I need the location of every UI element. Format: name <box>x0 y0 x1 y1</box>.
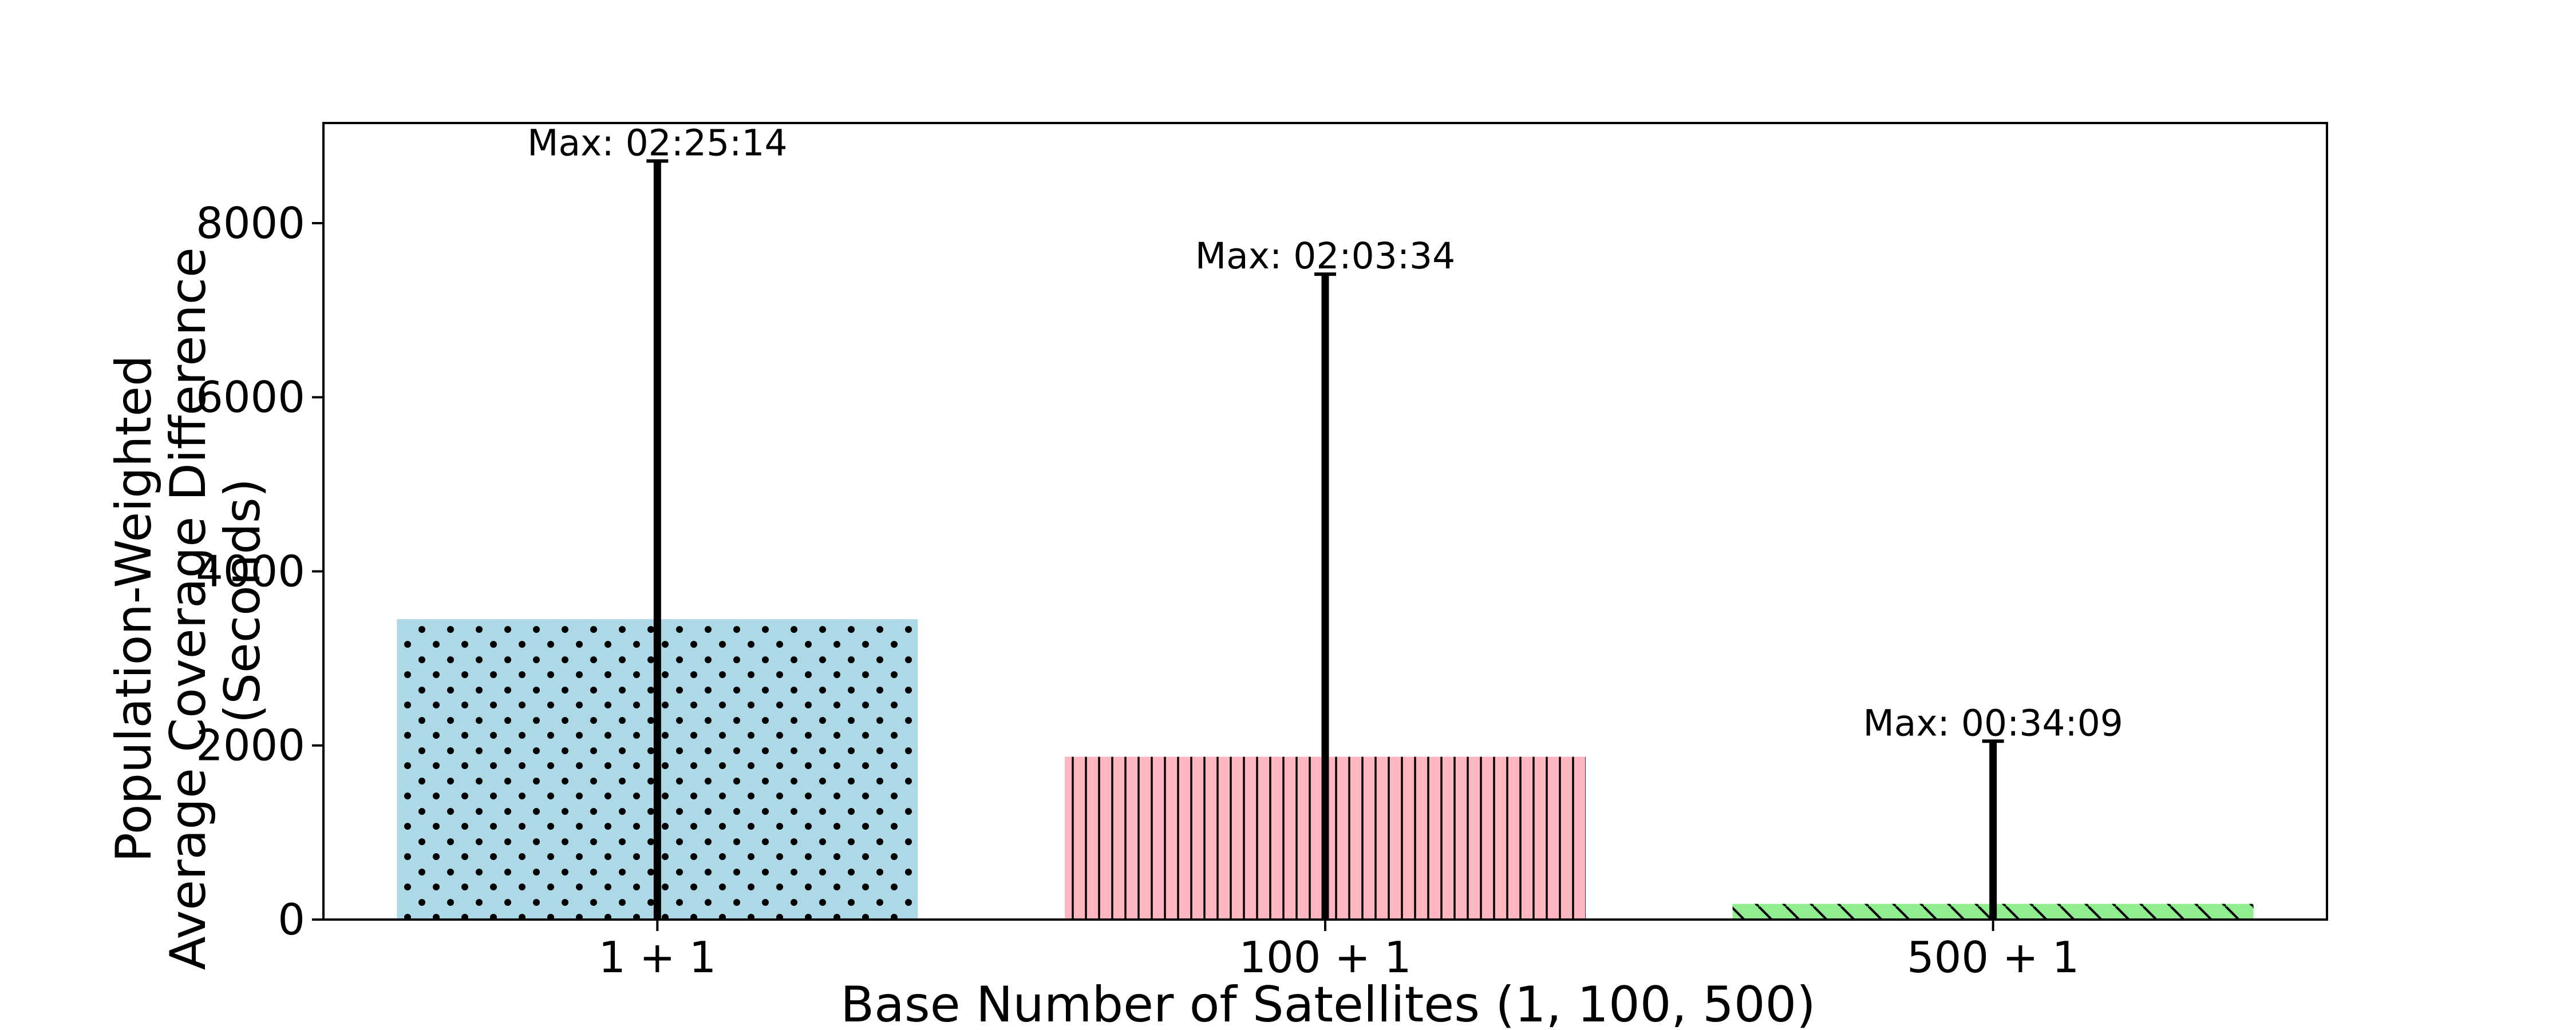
x-axis-label: Base Number of Satellites (1, 100, 500) <box>840 976 1816 1030</box>
x-tick-label-1: 1 + 1 <box>598 932 716 983</box>
y-tick-label-2: 2000 <box>196 720 305 771</box>
y-tick-label-4: 6000 <box>196 372 305 422</box>
x-tick-label-2: 100 + 1 <box>1239 932 1411 983</box>
plot-frame <box>322 122 2328 921</box>
y-axis-label-line-3: (Seconds) <box>214 478 271 723</box>
svg-text:Population-Weighted Aver: Population-Weighted Average Coverage Dif… <box>105 232 271 970</box>
max-annotation-1: Max: 02:25:14 <box>527 122 787 164</box>
y-axis-label-line-1: Population-Weighted <box>105 355 163 862</box>
max-annotation-3: Max: 00:34:09 <box>1863 702 2123 744</box>
y-tick-label-1: 0 <box>278 894 305 945</box>
y-axis-label-line-2: Average Coverage Difference <box>160 247 217 970</box>
max-annotation-2: Max: 02:03:34 <box>1195 235 1455 277</box>
x-tick-label-3: 500 + 1 <box>1907 932 2079 983</box>
y-axis-label: Population-Weighted Average Coverage Dif… <box>105 232 271 970</box>
y-tick-label-5: 8000 <box>196 198 305 248</box>
y-tick-label-3: 4000 <box>196 546 305 596</box>
plot-area: Max: 02:25:14 1 + 1 Max: 02:03:34 100 + 1 Ma… <box>196 122 2328 983</box>
